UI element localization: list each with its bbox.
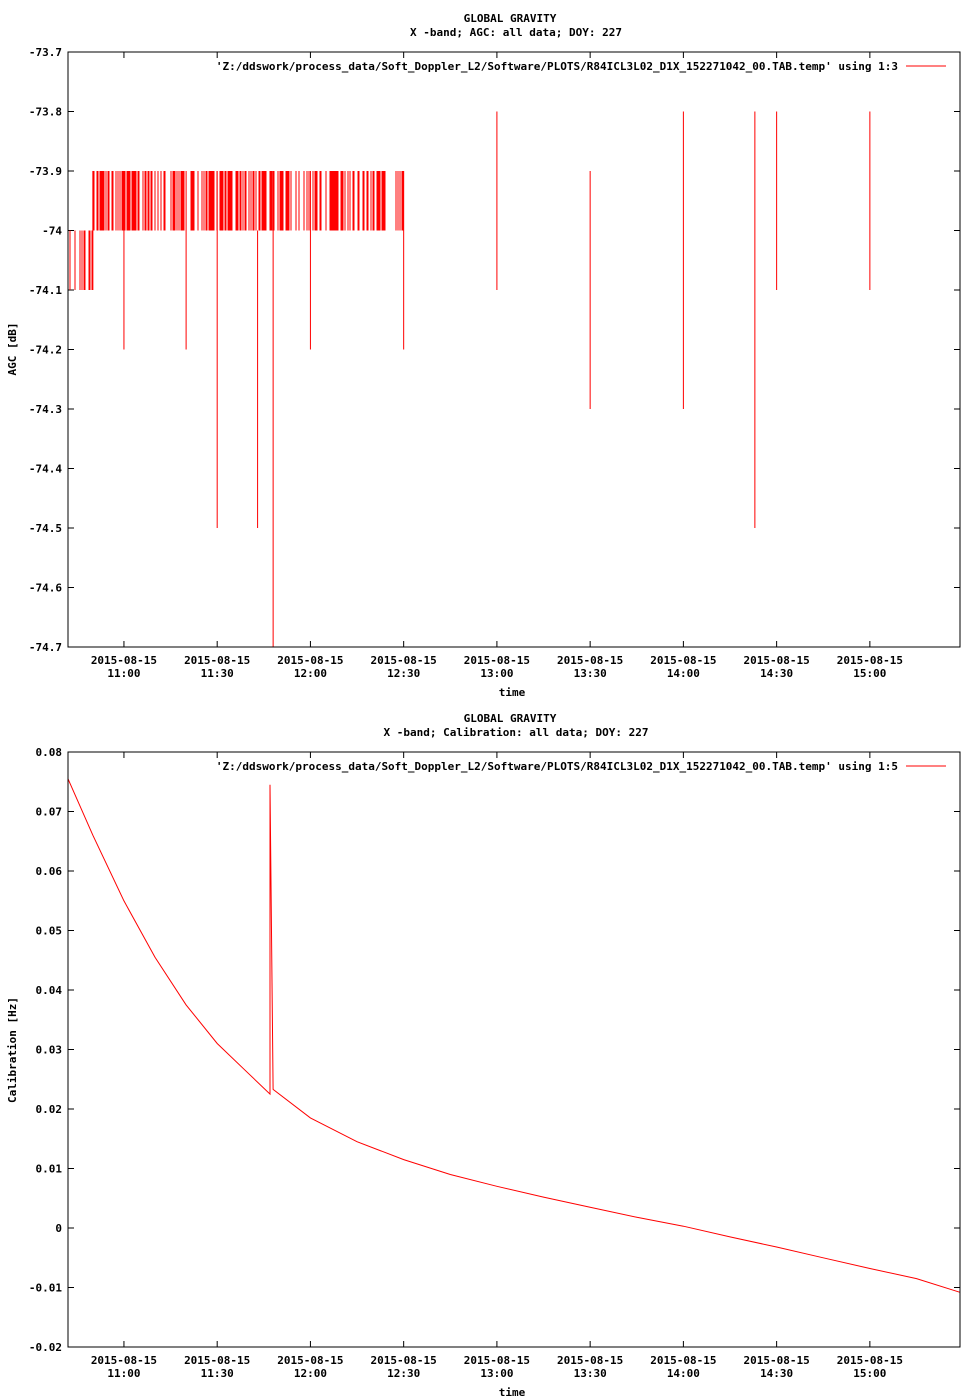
y-tick-label: -73.7 <box>29 46 62 59</box>
plot-frame <box>67 751 961 1348</box>
y-tick-label: -74.1 <box>29 284 62 297</box>
y-tick-label: 0 <box>55 1222 62 1235</box>
x-tick-date: 2015-08-15 <box>650 654 716 667</box>
y-tick-labels: -73.7 -73.8 -73.9 -74 -74.1 -74.2 -74.3 -74.4 -7… <box>29 46 960 654</box>
x-tick-time: 14:30 <box>760 667 793 680</box>
x-tick-date: 2015-08-15 <box>371 654 437 667</box>
x-tick-time: 13:00 <box>480 1367 513 1380</box>
x-tick-date: 2015-08-15 <box>277 1354 343 1367</box>
x-tick-time: 11:30 <box>201 1367 234 1380</box>
x-tick-time: 15:00 <box>853 667 886 680</box>
x-tick-date: 2015-08-15 <box>744 654 810 667</box>
x-tick-time: 12:30 <box>387 667 420 680</box>
x-tick-date: 2015-08-15 <box>277 654 343 667</box>
x-tick-time: 14:00 <box>667 667 700 680</box>
y-tick-label: 0.02 <box>36 1103 63 1116</box>
chart-subtitle: X -band; AGC: all data; DOY: 227 <box>410 26 622 39</box>
legend-label: 'Z:/ddswork/process_data/Soft_Doppler_L2… <box>216 60 898 73</box>
y-axis-label: AGC [dB] <box>6 323 19 376</box>
agc-bars <box>69 171 404 290</box>
x-tick-time: 11:30 <box>201 667 234 680</box>
y-tick-label: -74.6 <box>29 582 62 595</box>
x-tick-time: 15:00 <box>853 1367 886 1380</box>
x-tick-date: 2015-08-15 <box>557 654 623 667</box>
y-tick-label: 0.06 <box>36 865 63 878</box>
x-tick-date: 2015-08-15 <box>837 654 903 667</box>
x-tick-date: 2015-08-15 <box>184 654 250 667</box>
legend: 'Z:/ddswork/process_data/Soft_Doppler_L2… <box>216 760 946 773</box>
x-tick-time: 13:30 <box>574 1367 607 1380</box>
x-tick-time: 12:00 <box>294 1367 327 1380</box>
plot-frame <box>67 51 961 648</box>
y-tick-label: -74.3 <box>29 403 62 416</box>
y-tick-label: -74.2 <box>29 344 62 357</box>
x-tick-time: 11:00 <box>107 1367 140 1380</box>
x-tick-date: 2015-08-15 <box>837 1354 903 1367</box>
x-tick-time: 12:00 <box>294 667 327 680</box>
chart-title: GLOBAL GRAVITY <box>464 12 557 25</box>
y-tick-label: -0.01 <box>29 1282 62 1295</box>
y-tick-label: -74.7 <box>29 641 62 654</box>
x-axis-label: time <box>499 686 526 699</box>
x-tick-date: 2015-08-15 <box>464 654 530 667</box>
y-tick-label: -73.9 <box>29 165 62 178</box>
y-tick-label: 0.08 <box>36 746 63 759</box>
x-tick-date: 2015-08-15 <box>650 1354 716 1367</box>
x-tick-time: 13:30 <box>574 667 607 680</box>
agc-series <box>67 111 961 647</box>
x-tick-date: 2015-08-15 <box>91 654 157 667</box>
y-tick-label: -73.8 <box>29 106 62 119</box>
y-tick-label: -0.02 <box>29 1341 62 1354</box>
x-tick-time: 14:30 <box>760 1367 793 1380</box>
y-tick-label: -74.5 <box>29 522 62 535</box>
x-tick-time: 11:00 <box>107 667 140 680</box>
x-tick-labels: 2015-08-1511:002015-08-1511:302015-08-15… <box>91 752 903 1380</box>
y-tick-label: 0.01 <box>36 1163 63 1176</box>
x-axis-label: time <box>499 1386 526 1399</box>
calibration-series <box>67 778 961 1293</box>
chart-title: GLOBAL GRAVITY <box>464 712 557 725</box>
x-tick-time: 12:30 <box>387 1367 420 1380</box>
x-tick-date: 2015-08-15 <box>371 1354 437 1367</box>
y-tick-label: 0.03 <box>36 1044 63 1057</box>
y-tick-label: -74 <box>42 225 62 238</box>
y-tick-label: 0.04 <box>36 984 63 997</box>
calibration-line <box>67 778 961 1293</box>
x-tick-date: 2015-08-15 <box>91 1354 157 1367</box>
calibration-chart: GLOBAL GRAVITY X -band; Calibration: all… <box>6 712 961 1399</box>
y-tick-labels: 0.08 0.07 0.06 0.05 0.04 0.03 0.02 0.01 0 -0.01 -0… <box>29 746 960 1354</box>
y-tick-label: -74.4 <box>29 463 62 476</box>
x-tick-time: 14:00 <box>667 1367 700 1380</box>
x-tick-date: 2015-08-15 <box>557 1354 623 1367</box>
x-tick-labels: 2015-08-1511:002015-08-1511:302015-08-15… <box>91 52 903 680</box>
y-axis-label: Calibration [Hz] <box>6 997 19 1103</box>
agc-chart: GLOBAL GRAVITY X -band; AGC: all data; D… <box>6 12 961 699</box>
legend: 'Z:/ddswork/process_data/Soft_Doppler_L2… <box>216 60 946 73</box>
y-tick-label: 0.07 <box>36 806 63 819</box>
chart-subtitle: X -band; Calibration: all data; DOY: 227 <box>384 726 649 739</box>
legend-label: 'Z:/ddswork/process_data/Soft_Doppler_L2… <box>216 760 898 773</box>
y-tick-label: 0.05 <box>36 925 63 938</box>
x-tick-date: 2015-08-15 <box>464 1354 530 1367</box>
x-tick-date: 2015-08-15 <box>184 1354 250 1367</box>
x-tick-date: 2015-08-15 <box>744 1354 810 1367</box>
x-tick-time: 13:00 <box>480 667 513 680</box>
